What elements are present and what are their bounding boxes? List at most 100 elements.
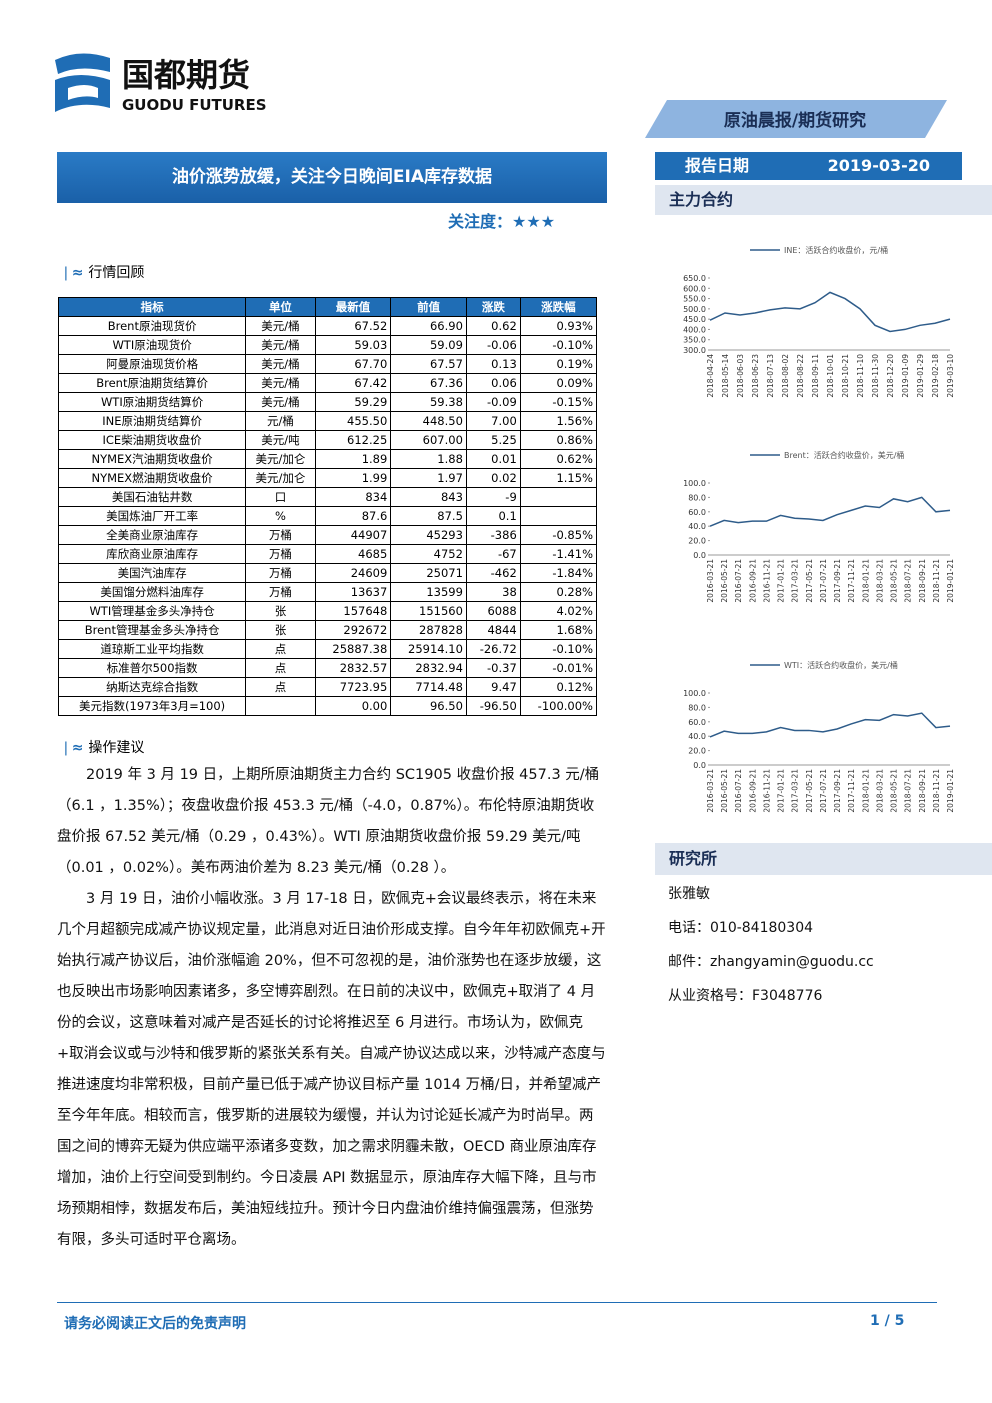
x-tick-label: 2018-11-30: [871, 354, 880, 398]
table-cell: 1.68%: [519, 620, 598, 640]
table-cell: 万桶: [245, 525, 316, 545]
table-cell: 美国炼油厂开工率: [57, 506, 247, 526]
table-cell: -0.15%: [519, 392, 598, 412]
table-cell: 道琼斯工业平均指数: [57, 639, 247, 659]
table-cell: 96.50: [390, 696, 467, 716]
y-tick-label: 550.0: [683, 295, 706, 304]
y-tick-label: 20.0: [688, 537, 706, 546]
chart: Brent：活跃合约收盘价，美元/桶 0.0 20.0 40.0 60.0 80.0 100…: [683, 450, 955, 603]
table-cell: 7714.48: [390, 677, 467, 697]
x-tick-label: 2019-01-21: [946, 559, 955, 603]
x-tick-label: 2016-05-21: [720, 769, 729, 813]
table-cell: 455.50: [314, 411, 392, 431]
table-cell: -0.10%: [519, 335, 598, 355]
x-tick-label: 2016-07-21: [734, 769, 743, 813]
y-tick-label: 0.0: [693, 761, 706, 770]
date-label: 报告日期: [685, 156, 750, 175]
table-row: 美国汽油库存 万桶 24609 25071 -462 -1.84%: [57, 563, 598, 583]
x-tick-label: 2019-01-29: [916, 354, 925, 398]
table-cell: -0.85%: [519, 525, 598, 545]
table-cell: 0.62%: [519, 449, 598, 469]
table-cell: 1.97: [390, 468, 467, 488]
table-cell: 美国馏分燃料油库存: [57, 582, 247, 602]
table-cell: 7.00: [465, 411, 521, 431]
table-cell: WTI原油期货结算价: [57, 392, 247, 412]
table-cell: 13637: [314, 582, 392, 602]
table-row: Brent原油现货价 美元/桶 67.52 66.90 0.62 0.93%: [57, 316, 598, 336]
table-cell: [519, 487, 598, 507]
table-cell: 库欣商业原油库存: [57, 544, 247, 564]
table-cell: 45293: [390, 525, 467, 545]
table-cell: 0.06: [465, 373, 521, 393]
legend-label: INE：活跃合约收盘价，元/桶: [784, 245, 888, 255]
table-cell: 6088: [465, 601, 521, 621]
header-cell: 指标: [57, 297, 247, 317]
line-series: [709, 291, 951, 333]
phone: 电话：010-84180304: [668, 920, 814, 936]
table-cell: 0.86%: [519, 430, 598, 450]
table-cell: 59.29: [314, 392, 392, 412]
table-cell: 元/桶: [245, 411, 316, 431]
page-number: 1 / 5: [870, 1313, 905, 1329]
x-tick-label: 2018-07-21: [904, 769, 913, 813]
table-cell: -100.00%: [519, 696, 598, 716]
logo-cn: 国都期货: [122, 56, 250, 94]
x-tick-label: 2016-03-21: [706, 559, 715, 603]
table-cell: 157648: [314, 601, 392, 621]
table-cell: 万桶: [245, 563, 316, 583]
table-cell: 9.47: [465, 677, 521, 697]
x-tick-label: 2018-11-10: [856, 354, 865, 398]
header-cell: 前值: [390, 297, 467, 317]
table-row: 美国馏分燃料油库存 万桶 13637 13599 38 0.28%: [57, 582, 598, 602]
x-tick-label: 2016-11-21: [762, 769, 771, 813]
header-cell: 涨跌幅: [519, 297, 598, 317]
table-cell: 834: [314, 487, 392, 507]
institute-header: 研究所: [655, 843, 992, 875]
table-cell: 67.57: [390, 354, 467, 374]
table-cell: 67.42: [314, 373, 392, 393]
header-cell: 涨跌: [465, 297, 521, 317]
table-cell: %: [245, 506, 316, 526]
x-tick-label: 2018-10-01: [826, 354, 835, 398]
y-tick-label: 400.0: [683, 325, 706, 334]
analyst: 张雅敏: [668, 886, 710, 902]
table-cell: -0.06: [465, 335, 521, 355]
table-cell: 4685: [314, 544, 392, 564]
table-cell: 59.38: [390, 392, 467, 412]
table-cell: -0.01%: [519, 658, 598, 678]
table-cell: WTI管理基金多头净持仓: [57, 601, 247, 621]
table-cell: 0.00: [314, 696, 392, 716]
y-tick-label: 450.0: [683, 315, 706, 324]
email: 邮件：zhangyamin@guodu.cc: [668, 954, 874, 970]
y-tick-label: 20.0: [688, 747, 706, 756]
table-cell: 87.5: [390, 506, 467, 526]
y-tick-label: 100.0: [683, 689, 706, 698]
table-row: WTI原油现货价 美元/桶 59.03 59.09 -0.06 -0.10%: [57, 335, 598, 355]
y-tick-label: 100.0: [683, 479, 706, 488]
table-cell: 292672: [314, 620, 392, 640]
date-bar: 报告日期 2019-03-20: [655, 152, 962, 180]
table-cell: 美元/桶: [245, 392, 316, 412]
x-tick-label: 2018-09-21: [918, 559, 927, 603]
logo: 国都期货 GUODU FUTURES: [55, 53, 267, 114]
y-tick-label: 300.0: [683, 346, 706, 355]
table-cell: 38: [465, 582, 521, 602]
chart: WTI：活跃合约收盘价，美元/桶 0.0 20.0 40.0 60.0 80.0 100.0…: [683, 660, 955, 813]
x-tick-label: 2018-07-21: [904, 559, 913, 603]
table-cell: ICE柴油期货收盘价: [57, 430, 247, 450]
disclaimer: 请务必阅读正文后的免责声明: [64, 1316, 246, 1332]
table-cell: 0.28%: [519, 582, 598, 602]
table-cell: -1.41%: [519, 544, 598, 564]
y-tick-label: 500.0: [683, 305, 706, 314]
table-cell: -67: [465, 544, 521, 564]
table-cell: 0.19%: [519, 354, 598, 374]
attention: 关注度：★★★: [448, 208, 555, 232]
table-cell: 0.62: [465, 316, 521, 336]
x-tick-label: 2018-03-21: [875, 769, 884, 813]
table-cell: [519, 506, 598, 526]
table-cell: 24609: [314, 563, 392, 583]
table-cell: 287828: [390, 620, 467, 640]
x-tick-label: 2017-01-21: [777, 559, 786, 603]
table-cell: 美元/桶: [245, 335, 316, 355]
